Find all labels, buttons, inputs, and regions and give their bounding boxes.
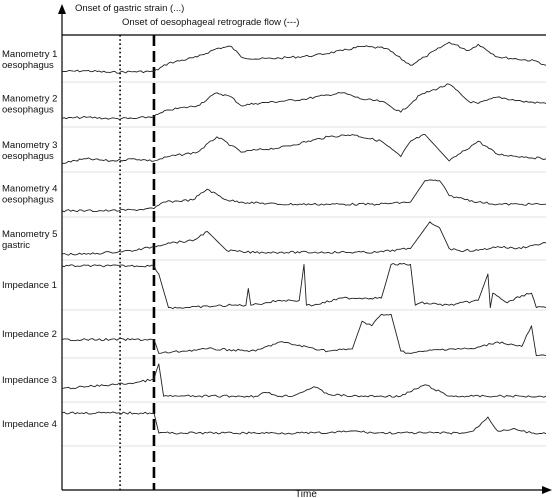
trace-label-4: Manometry 4 oesophagus <box>2 184 57 206</box>
x-axis-arrow <box>542 486 552 494</box>
y-axis-arrow <box>58 4 66 14</box>
trace-label-8: Impedance 3 <box>2 375 57 386</box>
trace-3 <box>61 134 547 164</box>
trace-5 <box>61 221 547 256</box>
trace-label-9: Impedance 4 <box>2 419 57 430</box>
trace-label-7: Impedance 2 <box>2 329 57 340</box>
trace-4 <box>61 179 546 213</box>
trace-separators <box>62 81 546 447</box>
trace-1 <box>61 41 547 74</box>
x-axis-label: Time <box>295 489 317 498</box>
trace-label-2: Manometry 2 oesophagus <box>2 94 57 116</box>
trace-8 <box>61 363 547 398</box>
annotation-retrograde-flow: Onset of oesophageal retrograde flow (--… <box>122 17 299 28</box>
trace-9 <box>61 411 547 435</box>
trace-2 <box>61 83 547 120</box>
trace-7 <box>61 313 547 357</box>
traces <box>61 41 547 435</box>
trace-label-6: Impedance 1 <box>2 280 57 291</box>
trace-label-5: Manometry 5 gastric <box>2 229 57 251</box>
trace-label-1: Manometry 1 oesophagus <box>2 49 57 71</box>
event-lines <box>119 35 156 490</box>
trace-label-3: Manometry 3 oesophagus <box>2 140 57 162</box>
annotation-gastric-strain: Onset of gastric strain (...) <box>75 3 184 14</box>
trace-6 <box>61 262 547 310</box>
trace-labels: Manometry 1 oesophagus Manometry 2 oesophag… <box>2 49 57 430</box>
